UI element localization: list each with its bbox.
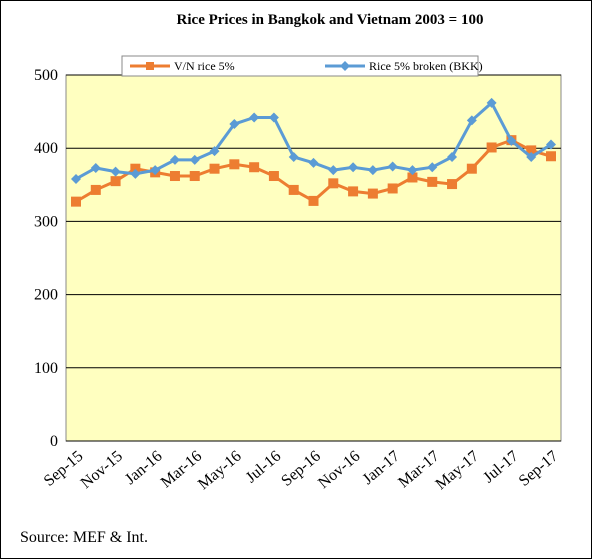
point-marker bbox=[447, 151, 458, 162]
source-note: Source: MEF & Int. bbox=[20, 529, 148, 546]
chart-title: Rice Prices in Bangkok and Vietnam 2003 … bbox=[177, 12, 484, 28]
point-marker bbox=[209, 146, 220, 157]
point-marker bbox=[348, 186, 359, 197]
legend-box bbox=[121, 55, 479, 77]
y-tick-label: 200 bbox=[34, 287, 58, 304]
point-marker bbox=[546, 151, 556, 162]
point-marker bbox=[110, 176, 121, 187]
point-marker bbox=[367, 188, 378, 199]
y-tick-label: 500 bbox=[34, 67, 58, 84]
legend-marker bbox=[146, 62, 154, 70]
y-tick-label: 300 bbox=[34, 213, 58, 230]
point-marker bbox=[308, 195, 319, 206]
point-marker bbox=[526, 151, 537, 162]
point-marker bbox=[189, 171, 200, 182]
legend-label: V/N rice 5% bbox=[174, 59, 235, 73]
point-marker bbox=[209, 163, 220, 174]
point-marker bbox=[447, 179, 458, 190]
point-marker bbox=[130, 168, 141, 179]
point-marker bbox=[288, 184, 299, 195]
point-marker bbox=[71, 173, 81, 184]
point-marker bbox=[466, 115, 477, 126]
point-marker bbox=[328, 178, 339, 189]
point-marker bbox=[268, 171, 279, 182]
point-marker bbox=[71, 196, 81, 207]
point-marker bbox=[407, 172, 418, 183]
point-marker bbox=[229, 159, 240, 170]
point-marker bbox=[110, 166, 121, 177]
legend-label: Rice 5% broken (BKK) bbox=[369, 59, 483, 73]
y-tick-label: 400 bbox=[34, 140, 58, 157]
point-marker bbox=[90, 184, 101, 195]
point-marker bbox=[486, 142, 497, 153]
point-marker bbox=[427, 162, 438, 173]
point-marker bbox=[130, 163, 141, 174]
y-tick-label: 100 bbox=[34, 360, 58, 377]
point-marker bbox=[90, 162, 101, 173]
point-marker bbox=[150, 165, 161, 176]
point-marker bbox=[229, 119, 240, 130]
point-marker bbox=[268, 112, 279, 123]
point-marker bbox=[249, 162, 260, 173]
point-marker bbox=[546, 139, 556, 150]
point-marker bbox=[367, 165, 378, 176]
point-marker bbox=[427, 176, 438, 187]
point-marker bbox=[407, 165, 418, 176]
y-tick-label: 0 bbox=[50, 433, 58, 450]
point-marker bbox=[169, 154, 180, 165]
point-marker bbox=[249, 112, 260, 123]
point-marker bbox=[466, 163, 477, 174]
point-marker bbox=[189, 154, 200, 165]
plot-area bbox=[65, 74, 562, 442]
point-marker bbox=[387, 161, 398, 172]
point-marker bbox=[169, 171, 180, 182]
point-marker bbox=[348, 162, 359, 173]
point-marker bbox=[506, 135, 517, 146]
point-marker bbox=[288, 151, 299, 162]
point-marker bbox=[328, 165, 339, 176]
legend-marker bbox=[340, 61, 350, 71]
point-marker bbox=[486, 97, 497, 108]
point-marker bbox=[526, 145, 537, 156]
point-marker bbox=[387, 183, 398, 194]
point-marker bbox=[308, 157, 319, 168]
